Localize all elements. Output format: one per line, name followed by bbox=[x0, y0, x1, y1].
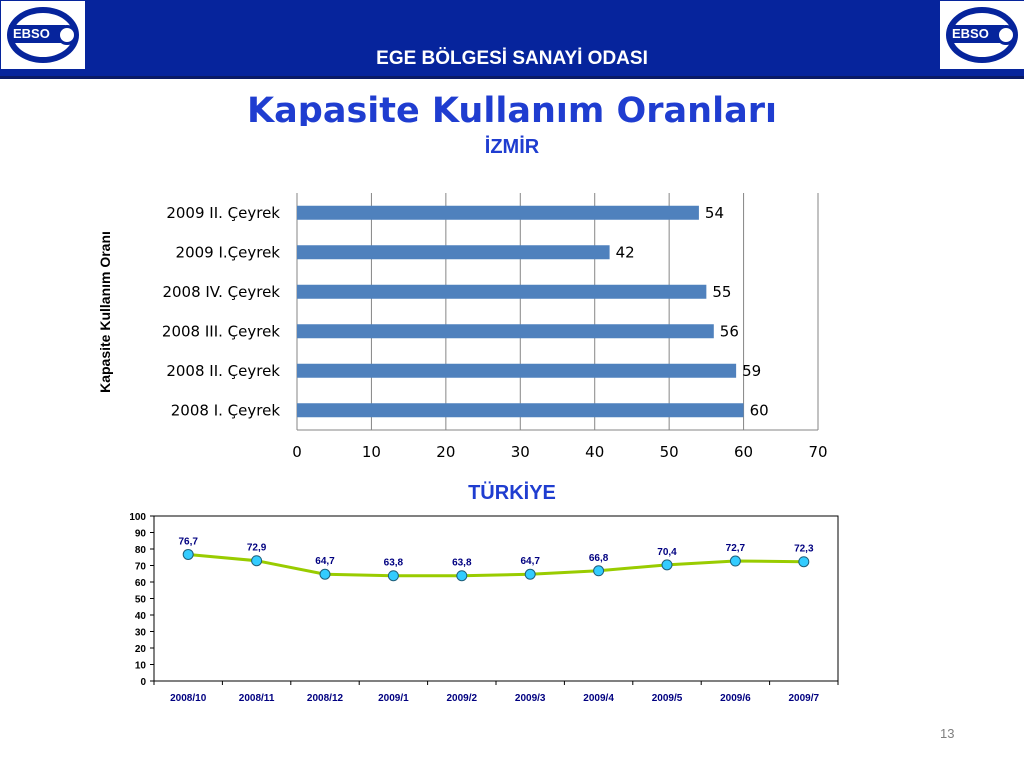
line-y-tick-label: 90 bbox=[135, 529, 147, 540]
page-title: Kapasite Kullanım Oranları bbox=[247, 91, 777, 126]
line-data-label: 76,7 bbox=[178, 536, 198, 547]
line-x-tick-label: 2009/7 bbox=[789, 693, 820, 704]
line-y-tick-label: 100 bbox=[129, 512, 146, 523]
bar-value-label: 60 bbox=[750, 401, 769, 419]
bar-value-label: 56 bbox=[720, 322, 739, 340]
line-plot-frame bbox=[153, 515, 839, 682]
ebso-logo-left: EBSO bbox=[0, 0, 86, 70]
line-point bbox=[456, 570, 468, 582]
bar-x-tick-label: 30 bbox=[511, 443, 530, 461]
line-y-tick-label: 50 bbox=[135, 595, 147, 606]
line-x-tick-label: 2008/10 bbox=[170, 693, 207, 704]
bar bbox=[297, 403, 744, 418]
bar bbox=[297, 324, 714, 339]
line-data-label: 72,7 bbox=[726, 543, 746, 554]
line-data-label: 66,8 bbox=[589, 553, 609, 564]
gear-icon bbox=[996, 25, 1016, 45]
bar-x-tick-label: 0 bbox=[292, 443, 302, 461]
bar-category-label: 2008 III. Çeyrek bbox=[162, 322, 280, 340]
header-divider bbox=[0, 76, 1024, 79]
line-y-tick-label: 70 bbox=[135, 562, 147, 573]
line-x-tick-label: 2009/3 bbox=[515, 693, 546, 704]
line-x-tick-label: 2009/2 bbox=[447, 693, 478, 704]
bar-x-tick-label: 60 bbox=[734, 443, 753, 461]
line-data-label: 64,7 bbox=[520, 556, 540, 567]
bar-category-label: 2008 II. Çeyrek bbox=[166, 362, 280, 380]
line-y-tick-label: 80 bbox=[135, 545, 147, 556]
line-x-tick-label: 2008/11 bbox=[239, 693, 275, 704]
bar-x-tick-label: 20 bbox=[436, 443, 455, 461]
izmir-chart-title: İZMİR bbox=[484, 136, 540, 158]
page-number: 13 bbox=[940, 726, 955, 741]
line-point bbox=[182, 548, 194, 560]
bar-category-label: 2009 II. Çeyrek bbox=[166, 204, 280, 222]
line-x-tick-label: 2009/5 bbox=[652, 693, 683, 704]
line-point bbox=[798, 556, 810, 568]
bar-category-label: 2009 I.Çeyrek bbox=[176, 243, 281, 261]
line-x-tick-label: 2009/4 bbox=[583, 693, 614, 704]
gear-icon bbox=[57, 25, 77, 45]
line-data-label: 63,8 bbox=[384, 558, 404, 569]
main-title-wrap: Kapasite Kullanım Oranları bbox=[0, 88, 1024, 126]
line-y-tick-label: 20 bbox=[135, 644, 147, 655]
bar-value-label: 55 bbox=[712, 283, 731, 301]
bar-value-label: 42 bbox=[616, 243, 635, 261]
bar bbox=[297, 205, 699, 220]
line-y-tick-label: 10 bbox=[135, 661, 147, 672]
bar-y-axis-label: Kapasite Kullanım Oranı bbox=[97, 231, 113, 393]
line-point bbox=[661, 559, 673, 571]
bar bbox=[297, 363, 737, 378]
bar-x-tick-label: 50 bbox=[660, 443, 679, 461]
line-y-tick-label: 30 bbox=[135, 628, 147, 639]
line-point bbox=[729, 555, 741, 567]
line-y-tick-label: 40 bbox=[135, 611, 147, 622]
bar-category-label: 2008 IV. Çeyrek bbox=[162, 283, 280, 301]
line-data-label: 64,7 bbox=[315, 556, 335, 567]
turkiye-chart-title: TÜRKİYE bbox=[468, 482, 556, 504]
bar-x-tick-label: 10 bbox=[362, 443, 381, 461]
logo-text: EBSO bbox=[9, 25, 65, 43]
bar-category-label: 2008 I. Çeyrek bbox=[171, 401, 281, 419]
line-y-tick-label: 60 bbox=[135, 578, 147, 589]
line-x-tick-label: 2009/6 bbox=[720, 693, 751, 704]
line-point bbox=[251, 555, 263, 567]
organization-title: EGE BÖLGESİ SANAYİ ODASI bbox=[376, 48, 648, 69]
line-series bbox=[188, 552, 804, 578]
line-point bbox=[387, 570, 399, 582]
ebso-logo-right: EBSO bbox=[939, 0, 1024, 70]
line-point bbox=[319, 568, 331, 580]
line-point bbox=[524, 568, 536, 580]
logo-text: EBSO bbox=[948, 25, 1004, 43]
bar bbox=[297, 284, 707, 299]
line-data-label: 72,9 bbox=[247, 543, 267, 554]
bar-x-tick-label: 40 bbox=[585, 443, 604, 461]
line-y-tick-label: 0 bbox=[140, 677, 146, 688]
line-data-label: 70,4 bbox=[657, 547, 677, 558]
line-x-tick-label: 2009/1 bbox=[378, 693, 409, 704]
bar bbox=[297, 245, 610, 260]
bar-value-label: 59 bbox=[742, 362, 761, 380]
line-data-label: 63,8 bbox=[452, 558, 472, 569]
bar-value-label: 54 bbox=[705, 204, 724, 222]
line-point bbox=[593, 565, 605, 577]
header-bar bbox=[0, 0, 1024, 76]
bar-x-tick-label: 70 bbox=[808, 443, 827, 461]
line-x-tick-label: 2008/12 bbox=[307, 693, 344, 704]
line-data-label: 72,3 bbox=[794, 544, 814, 555]
